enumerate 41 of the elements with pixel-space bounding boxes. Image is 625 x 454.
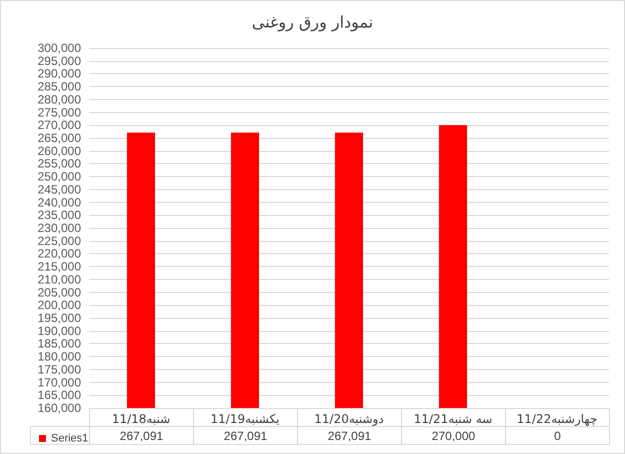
y-tick-label: 265,000 xyxy=(38,131,82,145)
y-tick-label: 255,000 xyxy=(38,156,82,171)
data-label: 267,091 xyxy=(194,426,298,444)
y-tick-label: 250,000 xyxy=(38,170,82,184)
chart-title: نمودار ورق روغنی xyxy=(252,12,374,32)
y-tick-label: 200,000 xyxy=(38,298,82,312)
x-tick-label: 11/19یکشنبه xyxy=(210,412,280,426)
y-tick-label: 260,000 xyxy=(38,144,82,158)
y-tick-label: 170,000 xyxy=(38,375,82,390)
y-tick-label: 290,000 xyxy=(38,66,82,81)
y-tick-label: 205,000 xyxy=(38,285,82,300)
y-tick-label: 235,000 xyxy=(38,208,82,222)
x-tick-label: 11/20دوشنبه xyxy=(314,412,384,426)
y-tick-label: 275,000 xyxy=(38,105,82,120)
y-tick-label: 240,000 xyxy=(38,195,82,210)
y-tick-label: 225,000 xyxy=(38,234,82,248)
y-tick-label: 215,000 xyxy=(38,260,82,274)
legend-label: Series1 xyxy=(51,432,88,444)
y-tick-label: 190,000 xyxy=(38,324,82,338)
data-label: 267,091 xyxy=(298,426,402,444)
y-tick-label: 220,000 xyxy=(38,246,82,261)
y-tick-label: 245,000 xyxy=(38,182,82,196)
y-tick-label: 210,000 xyxy=(38,272,82,286)
y-tick-label: 195,000 xyxy=(38,311,82,325)
y-tick-label: 270,000 xyxy=(38,118,82,132)
y-tick-label: 230,000 xyxy=(38,221,82,235)
x-tick-label: 11/21سه شنبه xyxy=(414,412,492,426)
x-tick-label: 11/22چهارشنبه xyxy=(516,412,598,426)
y-tick-label: 165,000 xyxy=(38,388,82,402)
y-tick-label: 280,000 xyxy=(38,92,82,106)
y-tick-label: 160,000 xyxy=(38,401,82,415)
x-tick-label: 11/18شنبه xyxy=(112,412,170,426)
text: 0 xyxy=(554,428,561,442)
y-tick-label: 185,000 xyxy=(38,336,82,351)
y-tick-label: 180,000 xyxy=(38,350,82,364)
y-tick-label: 295,000 xyxy=(38,54,82,68)
y-tick-label: 285,000 xyxy=(38,80,82,94)
data-label: 270,000 xyxy=(402,426,506,444)
y-tick-label: 175,000 xyxy=(38,362,82,376)
data-label: 267,091 xyxy=(90,426,194,444)
y-tick-label: 300,000 xyxy=(38,41,82,55)
